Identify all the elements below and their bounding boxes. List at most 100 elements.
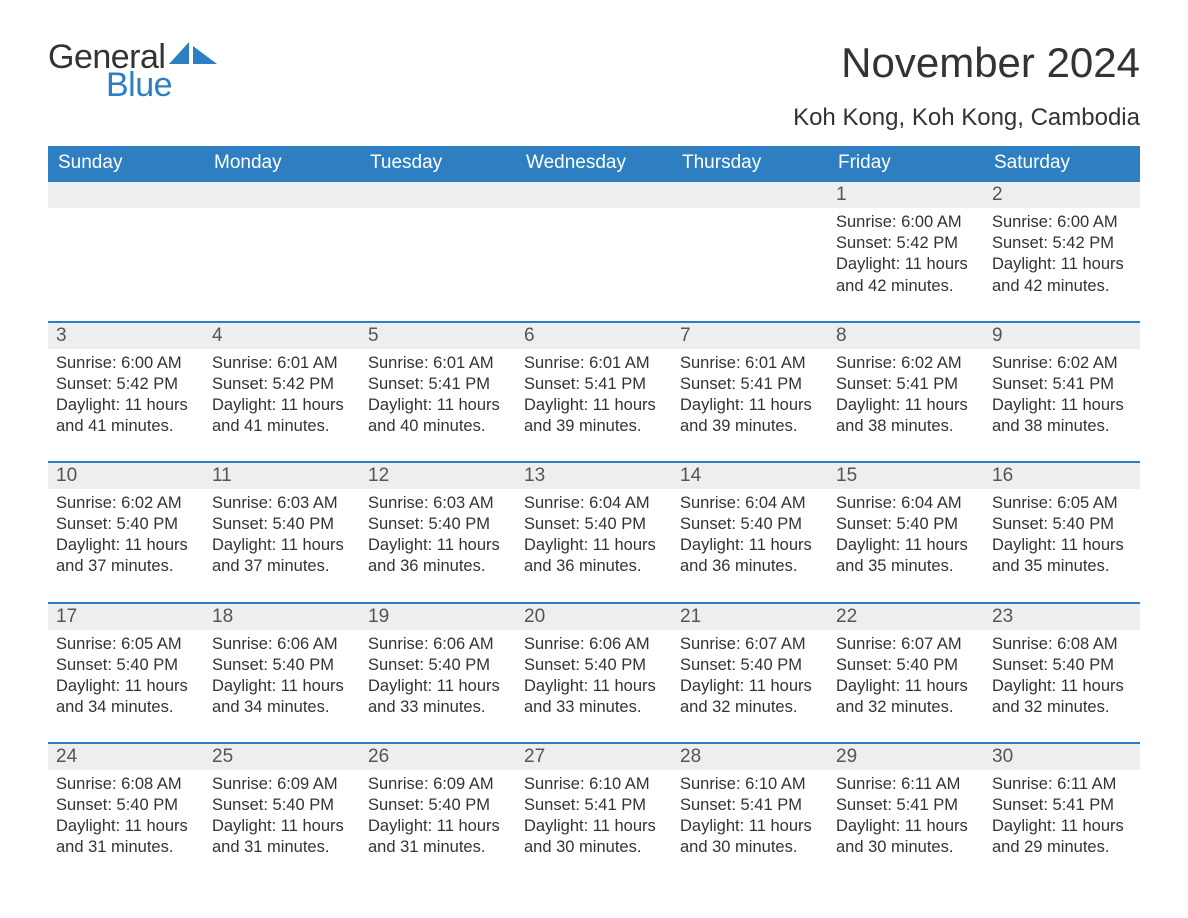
sunset-line: Sunset: 5:41 PM (368, 374, 508, 395)
day-body-cell (204, 208, 360, 321)
day-number-cell: 13 (516, 462, 672, 489)
calendar-table: Sunday Monday Tuesday Wednesday Thursday… (48, 146, 1140, 872)
day-body-cell (516, 208, 672, 321)
day-body-cell: Sunrise: 6:03 AMSunset: 5:40 PMDaylight:… (204, 489, 360, 602)
sunrise-line: Sunrise: 6:03 AM (368, 493, 508, 514)
week-body-row: Sunrise: 6:00 AMSunset: 5:42 PMDaylight:… (48, 349, 1140, 462)
day-body-cell: Sunrise: 6:00 AMSunset: 5:42 PMDaylight:… (48, 349, 204, 462)
daylight-line: Daylight: 11 hours and 32 minutes. (992, 676, 1132, 718)
daylight-line: Daylight: 11 hours and 33 minutes. (524, 676, 664, 718)
day-body-cell: Sunrise: 6:06 AMSunset: 5:40 PMDaylight:… (516, 630, 672, 743)
day-body-cell: Sunrise: 6:11 AMSunset: 5:41 PMDaylight:… (984, 770, 1140, 872)
day-number-cell: 12 (360, 462, 516, 489)
daylight-line: Daylight: 11 hours and 32 minutes. (680, 676, 820, 718)
weekday-header: Monday (204, 146, 360, 181)
sunrise-line: Sunrise: 6:09 AM (212, 774, 352, 795)
sunset-line: Sunset: 5:40 PM (56, 655, 196, 676)
day-number-cell: 8 (828, 322, 984, 349)
day-body-cell: Sunrise: 6:01 AMSunset: 5:41 PMDaylight:… (672, 349, 828, 462)
weekday-header: Wednesday (516, 146, 672, 181)
week-daynum-row: 3456789 (48, 322, 1140, 349)
sunrise-line: Sunrise: 6:00 AM (836, 212, 976, 233)
week-body-row: Sunrise: 6:02 AMSunset: 5:40 PMDaylight:… (48, 489, 1140, 602)
sunset-line: Sunset: 5:41 PM (680, 374, 820, 395)
daylight-line: Daylight: 11 hours and 36 minutes. (524, 535, 664, 577)
day-body-cell: Sunrise: 6:08 AMSunset: 5:40 PMDaylight:… (48, 770, 204, 872)
logo: General Blue (48, 40, 217, 102)
day-number-cell: 14 (672, 462, 828, 489)
daylight-line: Daylight: 11 hours and 31 minutes. (212, 816, 352, 858)
daylight-line: Daylight: 11 hours and 39 minutes. (524, 395, 664, 437)
day-number-cell (204, 181, 360, 208)
sunrise-line: Sunrise: 6:09 AM (368, 774, 508, 795)
day-number-cell: 15 (828, 462, 984, 489)
sunset-line: Sunset: 5:40 PM (992, 514, 1132, 535)
sunset-line: Sunset: 5:42 PM (56, 374, 196, 395)
sunrise-line: Sunrise: 6:04 AM (680, 493, 820, 514)
day-body-cell: Sunrise: 6:02 AMSunset: 5:41 PMDaylight:… (828, 349, 984, 462)
daylight-line: Daylight: 11 hours and 38 minutes. (836, 395, 976, 437)
sunset-line: Sunset: 5:40 PM (680, 514, 820, 535)
day-number-cell: 17 (48, 603, 204, 630)
daylight-line: Daylight: 11 hours and 41 minutes. (56, 395, 196, 437)
sunrise-line: Sunrise: 6:02 AM (836, 353, 976, 374)
day-body-cell: Sunrise: 6:02 AMSunset: 5:40 PMDaylight:… (48, 489, 204, 602)
day-body-cell: Sunrise: 6:11 AMSunset: 5:41 PMDaylight:… (828, 770, 984, 872)
week-daynum-row: 17181920212223 (48, 603, 1140, 630)
day-number-cell: 24 (48, 743, 204, 770)
daylight-line: Daylight: 11 hours and 37 minutes. (212, 535, 352, 577)
day-body-cell: Sunrise: 6:03 AMSunset: 5:40 PMDaylight:… (360, 489, 516, 602)
day-body-cell: Sunrise: 6:05 AMSunset: 5:40 PMDaylight:… (984, 489, 1140, 602)
week-body-row: Sunrise: 6:00 AMSunset: 5:42 PMDaylight:… (48, 208, 1140, 321)
sunset-line: Sunset: 5:41 PM (524, 374, 664, 395)
day-number-cell: 3 (48, 322, 204, 349)
sunset-line: Sunset: 5:42 PM (836, 233, 976, 254)
sunrise-line: Sunrise: 6:11 AM (992, 774, 1132, 795)
day-number-cell: 16 (984, 462, 1140, 489)
daylight-line: Daylight: 11 hours and 37 minutes. (56, 535, 196, 577)
daylight-line: Daylight: 11 hours and 35 minutes. (836, 535, 976, 577)
day-number-cell: 4 (204, 322, 360, 349)
day-number-cell: 29 (828, 743, 984, 770)
day-body-cell: Sunrise: 6:06 AMSunset: 5:40 PMDaylight:… (204, 630, 360, 743)
day-body-cell: Sunrise: 6:06 AMSunset: 5:40 PMDaylight:… (360, 630, 516, 743)
day-number-cell: 28 (672, 743, 828, 770)
week-body-row: Sunrise: 6:08 AMSunset: 5:40 PMDaylight:… (48, 770, 1140, 872)
day-number-cell: 26 (360, 743, 516, 770)
daylight-line: Daylight: 11 hours and 31 minutes. (368, 816, 508, 858)
day-number-cell: 18 (204, 603, 360, 630)
sunrise-line: Sunrise: 6:10 AM (680, 774, 820, 795)
sunrise-line: Sunrise: 6:01 AM (524, 353, 664, 374)
day-body-cell: Sunrise: 6:00 AMSunset: 5:42 PMDaylight:… (828, 208, 984, 321)
day-number-cell: 10 (48, 462, 204, 489)
sunset-line: Sunset: 5:41 PM (836, 795, 976, 816)
sunset-line: Sunset: 5:40 PM (524, 655, 664, 676)
logo-sail-icon (169, 40, 217, 68)
day-body-cell: Sunrise: 6:10 AMSunset: 5:41 PMDaylight:… (672, 770, 828, 872)
day-number-cell (672, 181, 828, 208)
sunset-line: Sunset: 5:40 PM (56, 795, 196, 816)
sunrise-line: Sunrise: 6:05 AM (992, 493, 1132, 514)
day-number-cell: 30 (984, 743, 1140, 770)
sunrise-line: Sunrise: 6:04 AM (836, 493, 976, 514)
daylight-line: Daylight: 11 hours and 39 minutes. (680, 395, 820, 437)
sunset-line: Sunset: 5:40 PM (992, 655, 1132, 676)
day-number-cell (48, 181, 204, 208)
sunrise-line: Sunrise: 6:06 AM (212, 634, 352, 655)
sunset-line: Sunset: 5:40 PM (56, 514, 196, 535)
day-body-cell: Sunrise: 6:01 AMSunset: 5:41 PMDaylight:… (516, 349, 672, 462)
sunrise-line: Sunrise: 6:01 AM (368, 353, 508, 374)
sunset-line: Sunset: 5:40 PM (368, 655, 508, 676)
sunrise-line: Sunrise: 6:07 AM (836, 634, 976, 655)
day-body-cell (672, 208, 828, 321)
daylight-line: Daylight: 11 hours and 33 minutes. (368, 676, 508, 718)
sunset-line: Sunset: 5:42 PM (992, 233, 1132, 254)
sunrise-line: Sunrise: 6:11 AM (836, 774, 976, 795)
day-body-cell: Sunrise: 6:02 AMSunset: 5:41 PMDaylight:… (984, 349, 1140, 462)
daylight-line: Daylight: 11 hours and 30 minutes. (524, 816, 664, 858)
day-body-cell (360, 208, 516, 321)
day-number-cell: 27 (516, 743, 672, 770)
sunset-line: Sunset: 5:41 PM (524, 795, 664, 816)
sunset-line: Sunset: 5:40 PM (368, 514, 508, 535)
day-body-cell: Sunrise: 6:00 AMSunset: 5:42 PMDaylight:… (984, 208, 1140, 321)
